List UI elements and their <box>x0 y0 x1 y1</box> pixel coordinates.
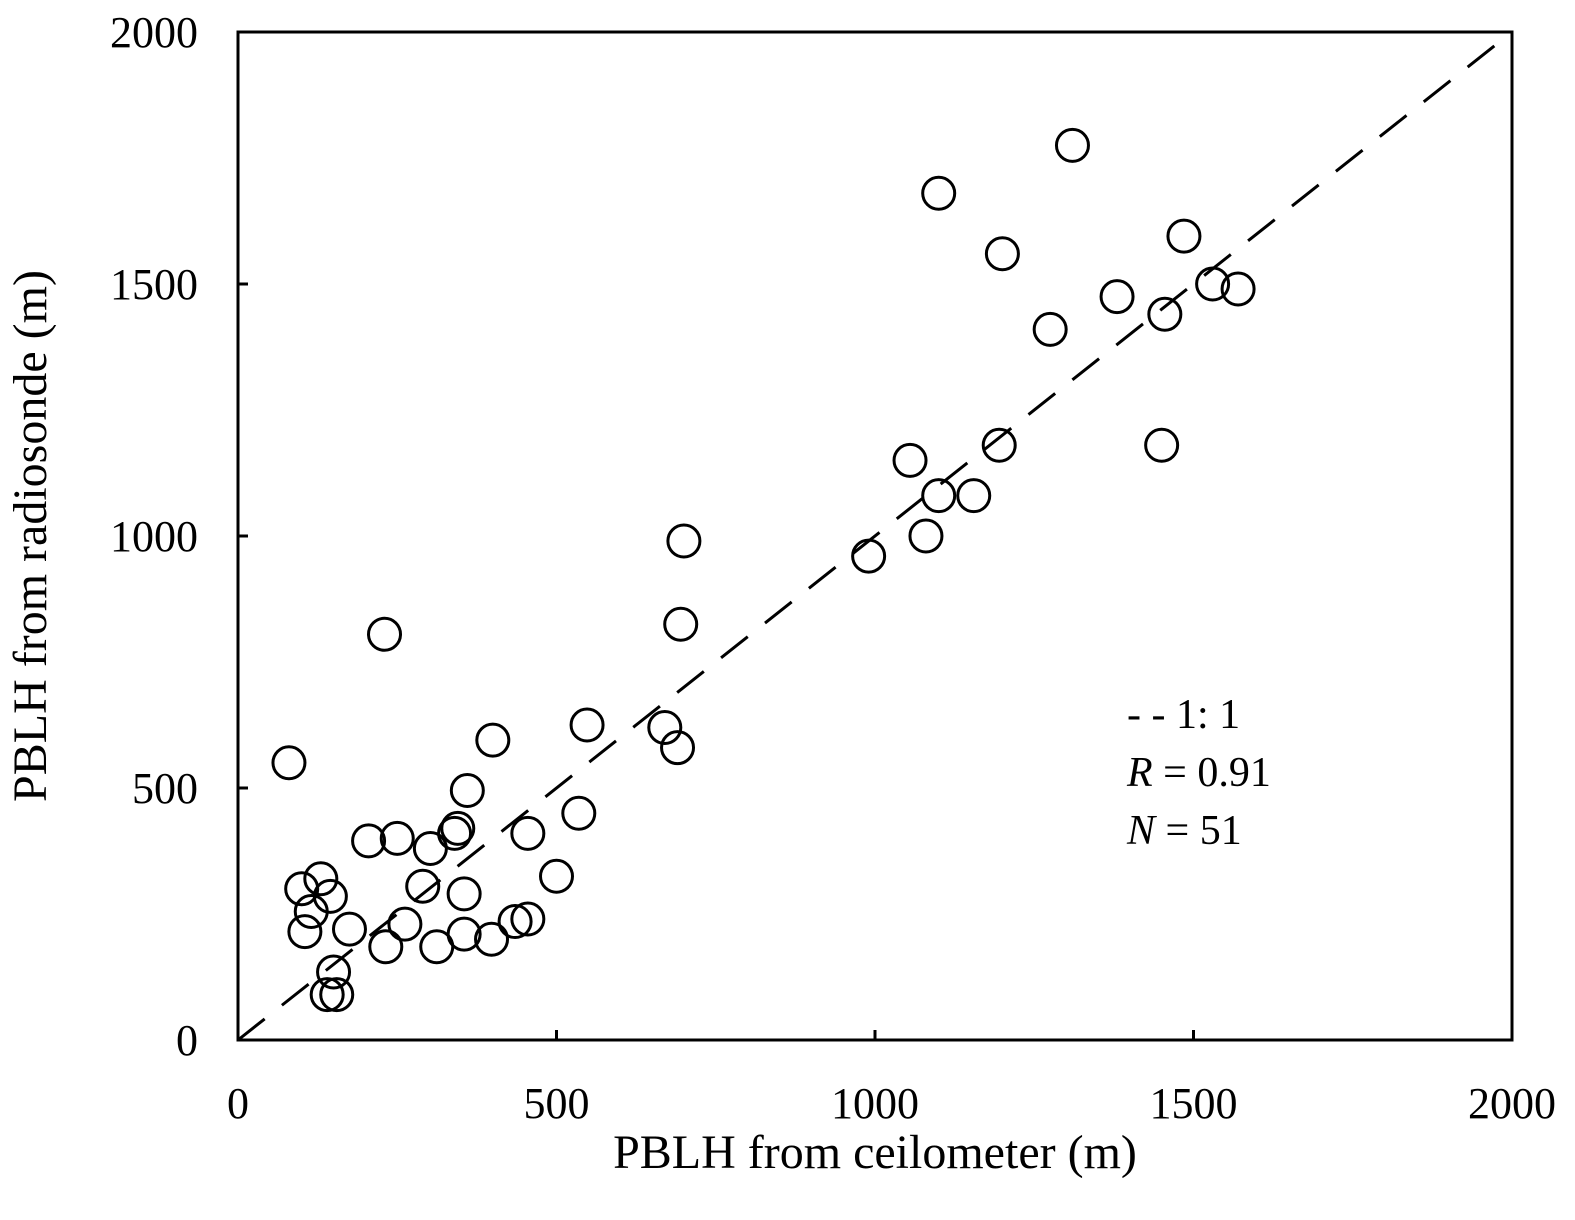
data-point <box>367 616 403 652</box>
data-point <box>539 858 574 894</box>
legend-n-entry: N = 51 <box>1126 808 1242 854</box>
data-point <box>331 911 367 947</box>
data-point <box>569 707 605 743</box>
data-point <box>387 906 423 942</box>
data-point <box>351 823 387 859</box>
legend-one-to-one-entry: - - 1: 1 <box>1127 692 1240 738</box>
one-to-one-reference-line <box>237 30 1513 1042</box>
data-point <box>271 745 307 781</box>
legend-r-entry: R = 0.91 <box>1126 750 1271 796</box>
legend-n-value: = 51 <box>1166 808 1242 854</box>
x-tick-label: 500 <box>524 1079 590 1128</box>
data-point <box>660 730 696 766</box>
data-point <box>647 710 683 746</box>
data-point <box>446 916 482 952</box>
data-point <box>981 427 1017 463</box>
data-point <box>561 795 597 831</box>
data-point <box>379 820 415 856</box>
data-point <box>1054 127 1090 163</box>
data-point <box>303 861 339 897</box>
data-point <box>497 904 533 940</box>
y-tick-label: 0 <box>176 1016 198 1065</box>
data-point <box>921 478 957 514</box>
data-point <box>666 523 702 559</box>
legend-r-value: = 0.91 <box>1163 750 1271 796</box>
data-point <box>1220 271 1256 307</box>
data-point <box>1166 218 1202 254</box>
legend-line-label: 1: 1 <box>1176 692 1240 738</box>
data-point <box>368 929 404 965</box>
data-point <box>1147 296 1183 332</box>
data-point <box>449 773 485 809</box>
data-point <box>316 954 352 990</box>
x-tick-label: 1500 <box>1150 1079 1238 1128</box>
y-tick-label: 500 <box>132 764 198 813</box>
y-tick-label: 1000 <box>110 512 198 561</box>
data-point <box>1099 279 1135 315</box>
data-point <box>663 606 699 642</box>
markers-layer <box>271 127 1256 1013</box>
data-point <box>440 810 476 846</box>
data-point <box>984 236 1020 272</box>
data-point <box>405 868 441 904</box>
y-tick-label: 1500 <box>110 260 198 309</box>
data-point <box>437 815 473 851</box>
data-point <box>446 876 482 912</box>
data-point <box>312 878 348 914</box>
data-point <box>309 977 345 1013</box>
data-point <box>851 538 887 574</box>
data-point <box>287 914 323 950</box>
data-point <box>921 175 957 211</box>
data-point <box>474 921 510 957</box>
y-axis-title: PBLH from radiosonde (m) <box>4 270 57 802</box>
data-point <box>319 977 355 1013</box>
y-tick-label: 2000 <box>110 8 198 57</box>
data-point <box>510 901 546 937</box>
x-tick-label: 0 <box>227 1079 249 1128</box>
axis-tick-labels: 0 500 1000 1500 2000 0 500 1000 1500 2000 <box>110 8 1556 1128</box>
data-point <box>412 830 448 866</box>
legend-r-symbol: R <box>1126 750 1153 796</box>
data-point <box>475 722 511 758</box>
data-point <box>1032 311 1068 347</box>
legend-n-symbol: N <box>1126 808 1157 854</box>
data-point <box>1144 427 1180 463</box>
x-tick-label: 1000 <box>831 1079 919 1128</box>
data-point <box>908 518 944 554</box>
data-point <box>956 478 992 514</box>
x-axis-title: PBLH from ceilometer (m) <box>613 1126 1137 1179</box>
data-point <box>892 442 928 478</box>
x-tick-label: 2000 <box>1468 1079 1556 1128</box>
legend: - - 1: 1 R = 0.91 N = 51 <box>1126 692 1271 854</box>
axis-ticks <box>236 30 1514 1042</box>
data-point <box>510 815 546 851</box>
